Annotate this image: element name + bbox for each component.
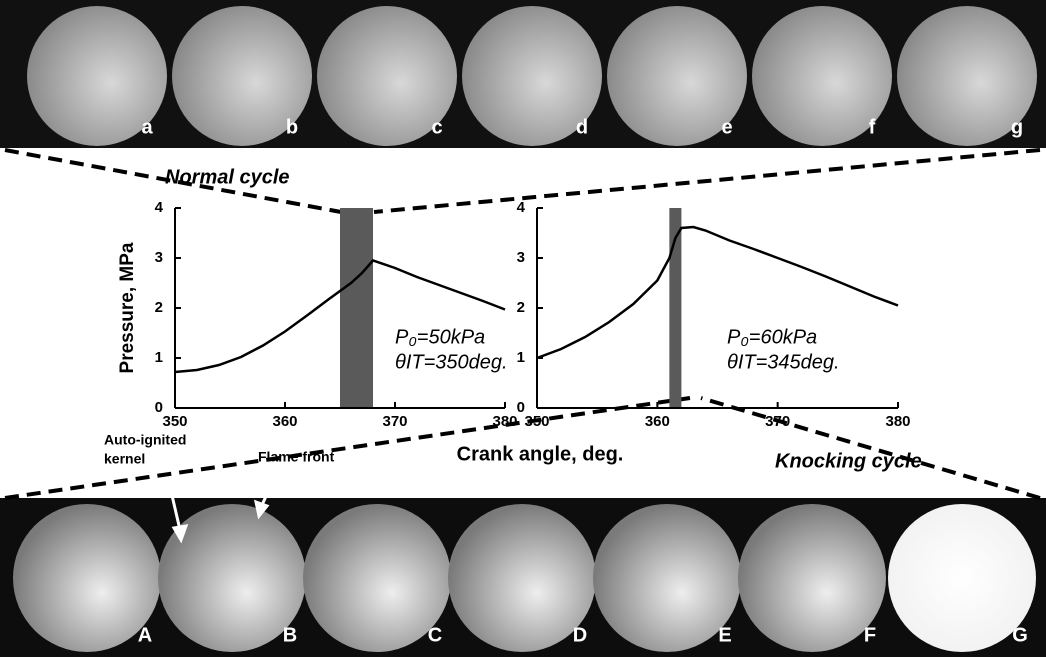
frame-label: d bbox=[576, 116, 588, 138]
frame-image bbox=[317, 6, 457, 146]
frame-image bbox=[158, 504, 306, 652]
condition-label: θIT=345deg. bbox=[727, 351, 840, 373]
frame-image bbox=[897, 6, 1037, 146]
y-tick-label: 3 bbox=[517, 249, 525, 266]
condition-label: θIT=350deg. bbox=[395, 351, 508, 373]
y-tick-label: 0 bbox=[517, 399, 525, 416]
frame-label: b bbox=[286, 116, 298, 138]
x-tick-label: 380 bbox=[492, 413, 517, 430]
x-tick-label: 350 bbox=[162, 413, 187, 430]
y-tick-label: 0 bbox=[155, 399, 163, 416]
frame-label: B bbox=[283, 624, 297, 646]
x-tick-label: 370 bbox=[765, 413, 790, 430]
frame-label: A bbox=[138, 624, 152, 646]
condition-label: P₀=60kPa bbox=[727, 326, 817, 348]
frame-label: E bbox=[718, 624, 731, 646]
x-tick-label: 370 bbox=[382, 413, 407, 430]
frame-label: C bbox=[428, 624, 442, 646]
y-tick-label: 3 bbox=[155, 249, 163, 266]
frame-label: f bbox=[869, 116, 876, 138]
frame-label: g bbox=[1011, 116, 1023, 138]
frame-image bbox=[13, 504, 161, 652]
y-tick-label: 4 bbox=[155, 199, 164, 216]
chart-title: Knocking cycle bbox=[775, 450, 922, 472]
frame-image bbox=[607, 6, 747, 146]
frame-label: a bbox=[141, 116, 153, 138]
frame-image bbox=[462, 6, 602, 146]
callout-text: Auto-ignited bbox=[104, 432, 186, 448]
frame-label: e bbox=[721, 116, 732, 138]
x-axis-label: Crank angle, deg. bbox=[457, 443, 624, 465]
highlight-band bbox=[669, 208, 682, 408]
callouts: Auto-ignited kernel Flame front bbox=[104, 432, 335, 467]
frame-label: G bbox=[1012, 624, 1028, 646]
frame-image bbox=[303, 504, 451, 652]
condition-label: P₀=50kPa bbox=[395, 326, 485, 348]
y-axis-label: Pressure, MPa bbox=[117, 242, 138, 373]
frame-image bbox=[738, 504, 886, 652]
x-tick-label: 350 bbox=[524, 413, 549, 430]
frame-label: c bbox=[431, 116, 442, 138]
pressure-line bbox=[536, 225, 899, 360]
callout-arrows bbox=[166, 469, 280, 544]
x-tick-label: 360 bbox=[272, 413, 297, 430]
frame-label: F bbox=[864, 624, 876, 646]
connectors bbox=[4, 148, 1041, 500]
x-tick-label: 380 bbox=[885, 413, 910, 430]
y-tick-label: 1 bbox=[155, 349, 163, 366]
y-tick-label: 4 bbox=[517, 199, 526, 216]
frame-image bbox=[888, 504, 1036, 652]
frame-image bbox=[752, 6, 892, 146]
highlight-band bbox=[340, 208, 373, 408]
chart-title: Normal cycle bbox=[165, 166, 290, 188]
frame-image bbox=[172, 6, 312, 146]
callout-text: Flame front bbox=[258, 449, 335, 465]
frame-image bbox=[593, 504, 741, 652]
y-tick-label: 2 bbox=[155, 299, 163, 316]
frame-label: D bbox=[573, 624, 587, 646]
y-tick-label: 2 bbox=[517, 299, 525, 316]
y-tick-label: 1 bbox=[517, 349, 525, 366]
frame-image bbox=[27, 6, 167, 146]
pressure-line bbox=[174, 259, 506, 374]
frame-image bbox=[448, 504, 596, 652]
x-tick-label: 360 bbox=[645, 413, 670, 430]
callout-text: kernel bbox=[104, 451, 145, 467]
